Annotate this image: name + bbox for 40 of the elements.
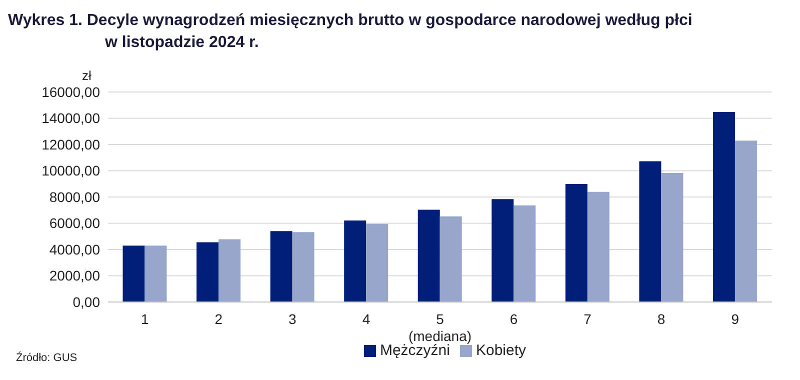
y-tick-label: 14000,00 xyxy=(42,110,100,126)
bar xyxy=(514,205,536,302)
bar xyxy=(639,161,662,302)
bar xyxy=(734,140,757,302)
y-tick-label: 16000,00 xyxy=(42,84,100,100)
x-tick-label: 6 xyxy=(510,311,518,327)
bar xyxy=(440,216,462,302)
x-tick-label: 8 xyxy=(657,311,666,327)
x-tick-label: 5 (mediana) xyxy=(408,311,472,344)
x-tick-label: 9 xyxy=(731,311,740,327)
bar xyxy=(587,192,610,302)
y-tick-label: 6000,00 xyxy=(49,215,100,232)
bar xyxy=(492,199,514,302)
legend-label: Kobiety xyxy=(476,342,526,359)
bar xyxy=(292,232,314,302)
bar xyxy=(196,242,219,302)
y-tick-label: 4000,00 xyxy=(49,241,100,258)
bar xyxy=(270,231,292,302)
y-tick-label: 0,00 xyxy=(72,294,100,310)
y-tick-label: 10000,00 xyxy=(42,162,100,179)
bar xyxy=(712,112,735,302)
bar xyxy=(366,224,388,302)
x-tick-label: 7 xyxy=(584,311,592,327)
bar xyxy=(144,246,167,302)
y-tick-label: 8000,00 xyxy=(49,188,100,205)
bar xyxy=(418,210,440,302)
bar xyxy=(661,172,684,302)
y-tick-label: 2000,00 xyxy=(49,268,100,284)
text: Źródło: GUS xyxy=(16,352,78,364)
y-axis-title: zł xyxy=(82,68,92,83)
x-tick-label: 1 xyxy=(140,311,149,327)
chart-title: Wykres 1. Decyle wynagrodzeń miesięcznych brutto w gospodarce narodowej według płci w listopadzie 2024 r. xyxy=(8,11,692,53)
x-tick-label: 4 xyxy=(362,311,370,327)
x-tick-label: 3 xyxy=(288,311,297,327)
bar xyxy=(218,239,241,302)
bar xyxy=(565,184,588,302)
bar xyxy=(344,220,366,302)
bar xyxy=(122,246,145,302)
x-tick-label: 2 xyxy=(214,311,223,327)
y-tick-label: 12000,00 xyxy=(42,136,100,152)
